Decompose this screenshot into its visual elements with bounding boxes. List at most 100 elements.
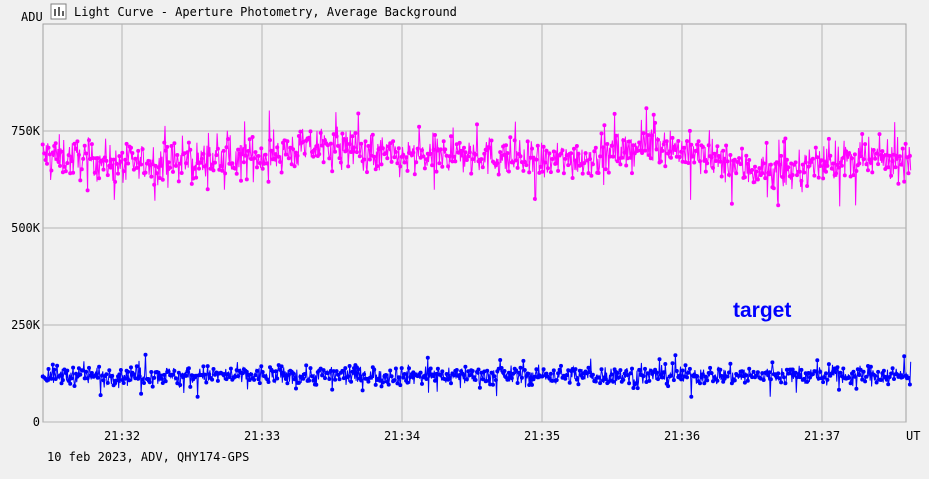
data-point <box>252 156 257 161</box>
data-point <box>159 376 164 381</box>
data-point <box>76 152 81 157</box>
data-point <box>745 161 750 166</box>
data-point <box>475 122 479 127</box>
data-point <box>383 373 388 377</box>
data-point <box>824 169 828 174</box>
data-point <box>205 364 210 369</box>
data-point <box>858 154 863 159</box>
data-point <box>560 148 565 153</box>
data-point <box>709 371 714 376</box>
data-point <box>186 366 191 371</box>
data-point <box>71 170 76 175</box>
data-point <box>886 382 891 387</box>
data-point <box>399 366 404 371</box>
data-point <box>900 146 905 151</box>
data-point <box>887 153 892 158</box>
data-point <box>718 367 723 372</box>
data-point <box>433 378 437 383</box>
data-point <box>163 148 168 153</box>
data-point <box>401 375 406 380</box>
data-point <box>275 376 280 381</box>
data-point <box>379 384 384 389</box>
data-point <box>72 384 77 388</box>
data-point <box>114 378 119 383</box>
data-point <box>718 159 723 164</box>
data-point <box>767 370 772 375</box>
data-point <box>224 377 229 382</box>
data-point <box>95 375 100 380</box>
data-point <box>292 377 297 382</box>
data-point <box>822 375 827 380</box>
data-point <box>576 151 581 156</box>
data-point <box>622 150 627 155</box>
data-point <box>162 140 167 145</box>
data-point <box>906 375 911 380</box>
data-point <box>530 146 534 151</box>
data-point <box>189 373 194 378</box>
data-point <box>337 377 342 382</box>
data-point <box>514 158 519 163</box>
data-point <box>379 162 384 167</box>
data-point <box>689 394 694 399</box>
data-point <box>223 372 228 376</box>
data-point <box>570 176 575 180</box>
data-point <box>518 154 523 159</box>
data-point <box>449 134 453 139</box>
data-point <box>719 374 724 378</box>
data-point <box>670 361 675 366</box>
data-point <box>770 360 775 365</box>
data-point <box>84 151 89 156</box>
data-point <box>724 143 729 148</box>
data-point <box>551 368 556 373</box>
data-point <box>821 176 826 181</box>
data-point <box>713 159 718 163</box>
data-point <box>131 167 136 172</box>
data-point <box>175 381 180 386</box>
data-point <box>686 370 691 375</box>
data-point <box>473 152 478 157</box>
data-point <box>133 156 138 161</box>
data-point <box>275 145 280 150</box>
data-point <box>140 377 145 382</box>
data-point <box>417 124 422 129</box>
data-point <box>782 139 786 144</box>
data-point <box>844 149 849 154</box>
data-point <box>239 178 243 183</box>
data-point <box>422 373 427 378</box>
data-point <box>628 371 633 376</box>
data-point <box>366 379 371 384</box>
data-point <box>331 132 336 137</box>
data-point <box>738 162 743 167</box>
data-point <box>866 168 870 173</box>
data-point <box>751 180 756 185</box>
data-point <box>63 169 68 174</box>
data-point <box>580 171 585 176</box>
data-point <box>761 161 766 166</box>
y-tick-label: 500K <box>11 221 41 235</box>
data-point <box>669 373 673 378</box>
data-point <box>556 168 561 173</box>
data-point <box>49 168 54 173</box>
data-point <box>372 154 377 159</box>
data-point <box>278 367 283 372</box>
data-point <box>46 145 51 150</box>
data-point <box>192 166 197 171</box>
data-point <box>341 137 346 142</box>
data-point <box>826 136 831 141</box>
data-point <box>393 150 398 154</box>
data-point <box>291 371 296 376</box>
data-point <box>401 152 406 157</box>
data-point <box>860 132 865 136</box>
data-point <box>482 151 487 156</box>
data-point <box>873 156 878 161</box>
data-point <box>750 375 755 380</box>
data-point <box>464 377 469 382</box>
data-point <box>654 370 659 375</box>
data-point <box>766 373 771 378</box>
data-point <box>721 148 726 153</box>
data-point <box>79 167 84 172</box>
data-point <box>338 160 343 165</box>
data-point <box>547 151 552 156</box>
data-point <box>356 111 361 116</box>
data-point <box>664 139 669 144</box>
